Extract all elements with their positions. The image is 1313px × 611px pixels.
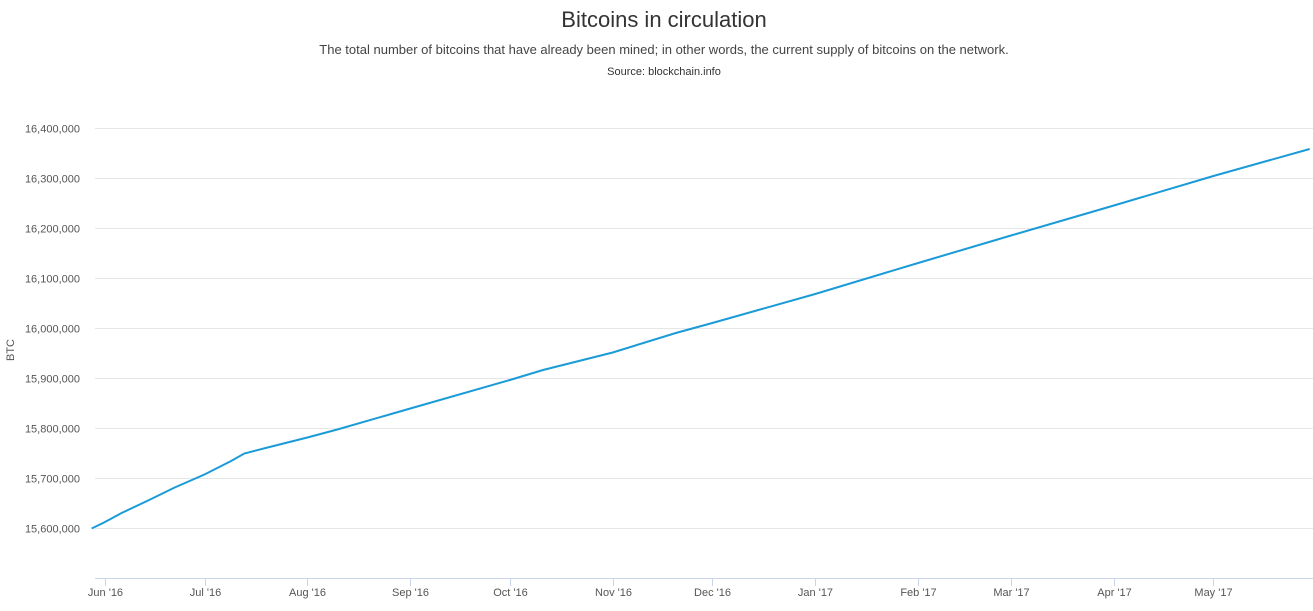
x-tick-label: Jan '17 bbox=[798, 587, 833, 599]
x-tick-label: Dec '16 bbox=[694, 587, 731, 599]
y-tick-label: 16,300,000 bbox=[25, 174, 80, 186]
y-axis-title: BTC bbox=[5, 339, 17, 361]
y-tick-label: 15,600,000 bbox=[25, 524, 80, 536]
x-tick-label: Sep '16 bbox=[392, 587, 429, 599]
x-tick-label: Nov '16 bbox=[595, 587, 632, 599]
chart-subtitle: The total number of bitcoins that have a… bbox=[319, 42, 1009, 57]
x-axis-ticks: Jun '16 Jul '16 Aug '16 Sep '16 Oct '16 Nov '… bbox=[88, 578, 1233, 599]
y-tick-label: 16,200,000 bbox=[25, 224, 80, 236]
y-tick-label: 16,100,000 bbox=[25, 274, 80, 286]
x-tick-label: Jun '16 bbox=[88, 587, 123, 599]
chart-title: Bitcoins in circulation bbox=[561, 7, 767, 32]
y-axis-ticks: 15,600,000 15,700,000 15,800,000 15,900,000… bbox=[25, 124, 80, 536]
y-tick-label: 15,800,000 bbox=[25, 424, 80, 436]
y-tick-label: 15,900,000 bbox=[25, 374, 80, 386]
y-tick-label: 15,700,000 bbox=[25, 474, 80, 486]
x-tick-label: Aug '16 bbox=[289, 587, 326, 599]
grid-lines bbox=[95, 128, 1313, 529]
x-tick-label: Mar '17 bbox=[993, 587, 1029, 599]
y-tick-label: 16,400,000 bbox=[25, 124, 80, 136]
x-tick-label: Jul '16 bbox=[190, 587, 221, 599]
series-line bbox=[91, 148, 1310, 530]
x-tick-label: Apr '17 bbox=[1097, 587, 1132, 599]
x-tick-label: Feb '17 bbox=[900, 587, 936, 599]
x-tick-label: May '17 bbox=[1194, 587, 1232, 599]
x-tick-label: Oct '16 bbox=[493, 587, 528, 599]
y-tick-label: 16,000,000 bbox=[25, 324, 80, 336]
chart-source: Source: blockchain.info bbox=[607, 66, 721, 78]
